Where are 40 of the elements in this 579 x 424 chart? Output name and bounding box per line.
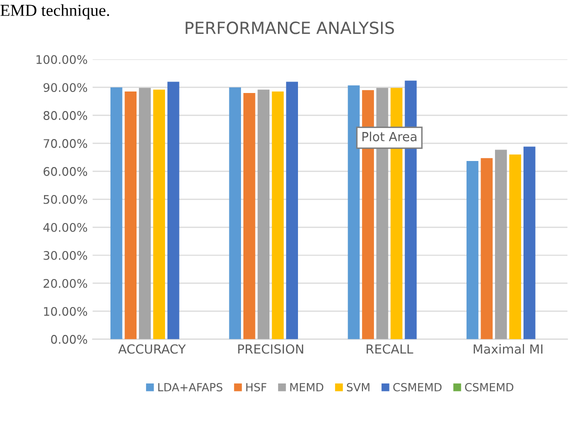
bar <box>110 87 122 340</box>
x-tick-label: PRECISION <box>238 344 304 354</box>
y-tick-label: 0.00% <box>51 334 88 344</box>
bar <box>509 154 522 340</box>
y-tick-label: 80.00% <box>44 111 88 120</box>
bar <box>124 92 137 340</box>
y-tick-label: 10.00% <box>44 306 88 316</box>
bar <box>524 146 536 340</box>
bar <box>229 87 242 340</box>
x-tick-label: ACCURACY <box>118 344 186 354</box>
bar <box>243 92 256 340</box>
bar <box>272 92 284 340</box>
bar <box>495 150 507 340</box>
y-tick-label: 70.00% <box>44 139 88 148</box>
x-tick-label: Maximal MI <box>474 344 542 354</box>
bar <box>466 160 478 340</box>
text: EMD technique. <box>0 4 110 20</box>
bar <box>138 88 151 340</box>
y-tick-label: 60.00% <box>44 167 88 176</box>
x-tick-label: RECALL <box>366 344 414 354</box>
legend-label: SVM <box>346 382 370 392</box>
bar <box>153 90 166 340</box>
annotation: Plot Area <box>362 132 416 142</box>
bar <box>480 158 493 340</box>
bar <box>348 85 360 340</box>
legend-label: CSMEMD <box>393 382 442 392</box>
bar <box>286 82 298 340</box>
legend-label: LDA+AFAPS <box>158 382 222 392</box>
legend-label: CSMEMD <box>465 382 514 392</box>
y-tick-label: 40.00% <box>43 222 88 232</box>
legend-label: MEMD <box>290 383 324 392</box>
y-tick-label: 100.00% <box>36 55 88 64</box>
y-tick-label: 30.00% <box>44 250 88 260</box>
y-tick-label: 20.00% <box>44 278 88 288</box>
legend-label: HSF <box>246 382 266 392</box>
y-tick-label: 50.00% <box>44 195 88 204</box>
chart-title: PERFORMANCE ANALYSIS <box>186 22 394 34</box>
y-tick-label: 90.00% <box>44 83 88 92</box>
bar <box>167 82 180 340</box>
bar <box>258 90 270 340</box>
